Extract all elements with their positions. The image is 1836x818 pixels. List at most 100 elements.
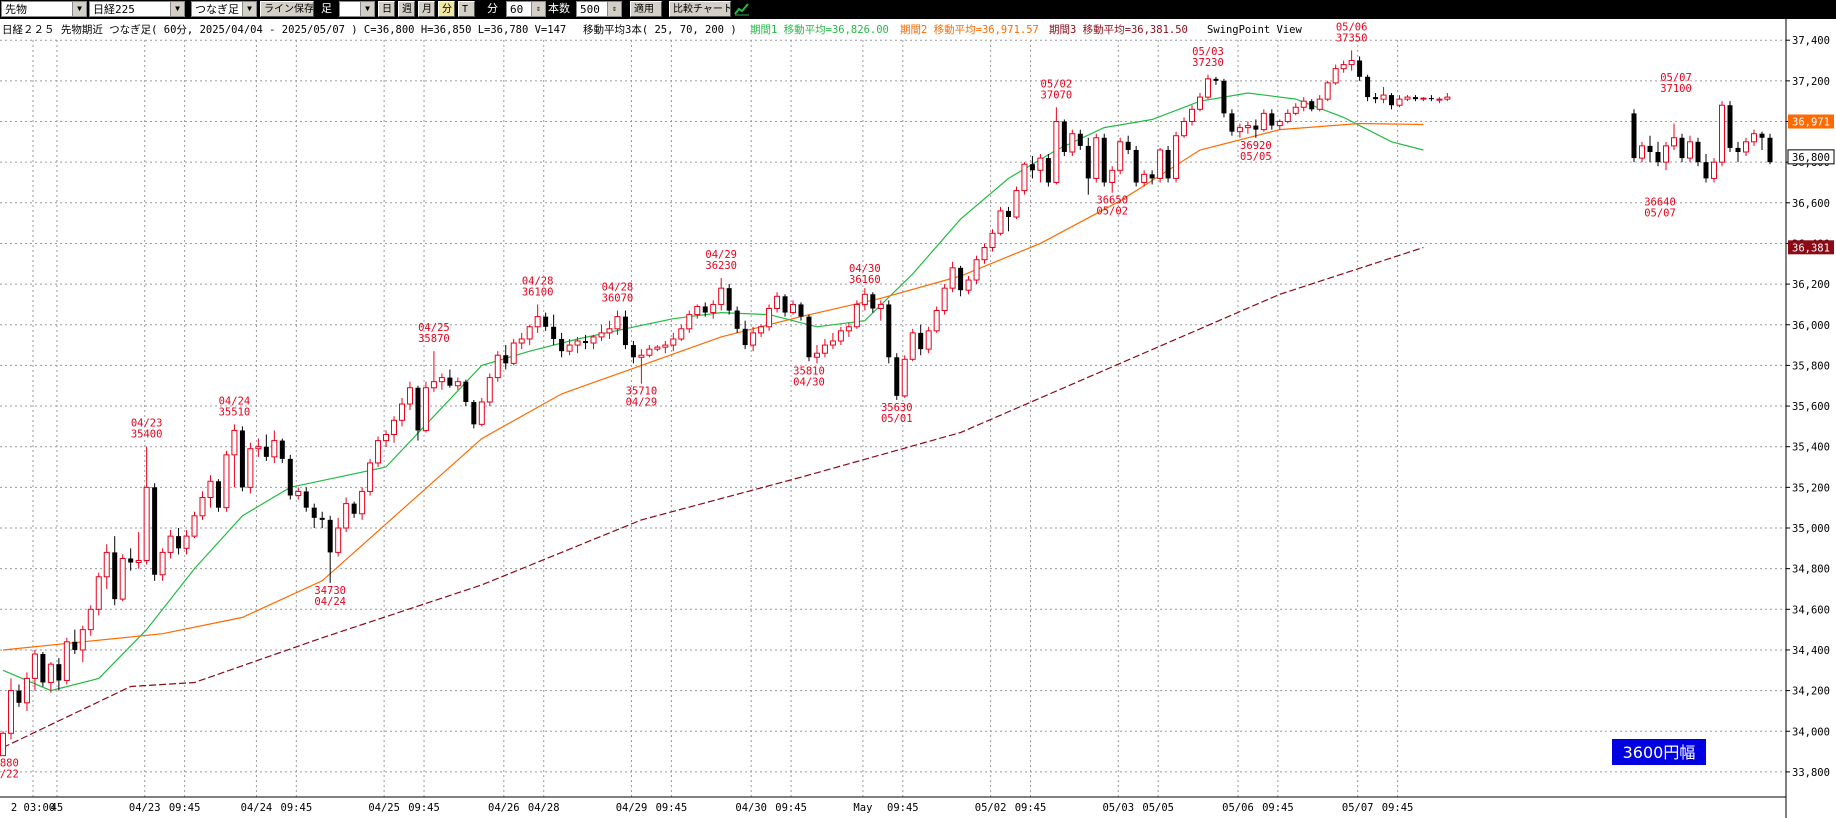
candle-up <box>391 416 398 443</box>
period-month-button[interactable]: 月 <box>418 1 435 17</box>
candle-body <box>790 303 797 314</box>
bars-spinner[interactable]: 500 ⇕ <box>576 1 622 17</box>
candle-body <box>894 357 900 396</box>
candle-body <box>422 387 429 431</box>
swing-point-label: 37100 <box>1660 83 1692 95</box>
index-select[interactable]: 日経225 ▼ <box>89 1 185 17</box>
candle-body <box>1213 78 1219 81</box>
candle-body <box>837 330 844 342</box>
chevron-down-icon: ▼ <box>360 2 374 16</box>
candle-down <box>1165 145 1171 183</box>
candle-body <box>606 328 613 334</box>
candle-up <box>1093 133 1100 183</box>
swing-point-label: 05/05 <box>1240 151 1272 163</box>
candle-body <box>463 381 469 402</box>
period-minute-button[interactable]: 分 <box>438 1 455 17</box>
candle-down <box>471 399 477 429</box>
swing-point-label: 04/28 <box>522 275 554 287</box>
candle-up <box>526 324 533 346</box>
candle-up <box>829 332 836 350</box>
candle-body <box>510 342 517 364</box>
candle-down <box>559 332 565 358</box>
apply-button[interactable]: 適用 <box>630 1 662 17</box>
period-day-button[interactable]: 日 <box>378 1 395 17</box>
candle-down <box>1373 93 1379 104</box>
swing-point-label: 35510 <box>219 406 251 418</box>
candle-body <box>207 480 214 499</box>
candle-down <box>622 310 628 350</box>
candle-up <box>1687 135 1693 163</box>
swing-point-label: 36100 <box>522 286 554 298</box>
moving-averages <box>2 92 1424 749</box>
candle-up <box>1109 166 1116 193</box>
period-week-button[interactable]: 週 <box>398 1 415 17</box>
candle-body <box>327 519 333 553</box>
candle-up <box>1316 95 1323 112</box>
candle-up <box>901 355 908 398</box>
candle-body <box>183 535 190 549</box>
y-tick-label: 34,800 <box>1792 564 1830 576</box>
compare-chart-button[interactable]: 比較チャート <box>669 1 731 17</box>
chart-settings-icon[interactable] <box>734 2 750 16</box>
x-tick-label: 09:45 <box>408 802 440 814</box>
x-tick-label: 09:45 <box>1262 802 1294 814</box>
swing-point-label: 36230 <box>705 260 737 272</box>
candle-body <box>598 332 605 338</box>
candle-body <box>710 303 717 314</box>
candle-body <box>1373 97 1379 100</box>
market-select[interactable]: 先物 ▼ <box>1 1 87 17</box>
candle-up <box>383 430 390 447</box>
period-tick-button[interactable]: T <box>458 1 475 17</box>
candle-up <box>231 424 238 488</box>
candle-body <box>7 690 14 734</box>
candle-up <box>1719 101 1725 167</box>
continuation-select[interactable]: つなぎ足 ▼ <box>191 1 257 17</box>
candle-body <box>1269 113 1275 126</box>
candle-body <box>1300 100 1307 108</box>
candle-body <box>215 481 221 508</box>
candle-up <box>710 300 717 319</box>
candle-up <box>1404 95 1411 102</box>
candle-body <box>534 316 541 328</box>
candle-down <box>279 438 285 463</box>
candle-down <box>1647 135 1653 163</box>
candle-up <box>343 497 350 533</box>
x-tick-label: 04/26 <box>488 802 520 814</box>
candle-body <box>247 448 254 488</box>
candle-up <box>1189 105 1196 126</box>
candle-up <box>662 341 669 354</box>
swing-point-label: 04/24 <box>314 596 346 608</box>
candle-up <box>223 450 230 512</box>
candle-down <box>1149 170 1155 185</box>
candle-body <box>359 490 366 515</box>
candle-up <box>750 326 757 352</box>
candle-up <box>646 345 653 358</box>
x-tick-label: 05/07 <box>1342 802 1374 814</box>
candle-body <box>678 328 685 340</box>
chart-type-field[interactable]: ▼ <box>339 1 375 17</box>
y-tick-label: 34,000 <box>1792 726 1830 738</box>
save-line-button[interactable]: ライン保存 <box>260 1 314 17</box>
candle-body <box>1647 145 1653 152</box>
candle-up <box>207 475 214 508</box>
candle-up <box>590 334 597 350</box>
candle-body <box>1687 141 1693 159</box>
swing-point-label: 05/06 <box>1336 21 1368 33</box>
candle-body <box>1165 149 1171 179</box>
candle-up <box>143 446 150 565</box>
candle-body <box>551 326 557 339</box>
candle-down <box>152 483 158 581</box>
candle-body <box>1639 145 1645 159</box>
candle-up <box>686 310 693 333</box>
candle-body <box>447 377 453 386</box>
candle-body <box>543 316 549 327</box>
candle-down <box>176 528 182 555</box>
candle-body <box>853 303 860 328</box>
swing-point-label: 04/29 <box>626 397 658 409</box>
ashi-label: 足 <box>321 2 332 15</box>
candle-body <box>1671 137 1677 147</box>
minute-spinner[interactable]: 60 ⇕ <box>506 1 546 17</box>
candle-up <box>1157 147 1164 183</box>
candle-body <box>176 536 182 549</box>
candle-up <box>1053 107 1060 185</box>
